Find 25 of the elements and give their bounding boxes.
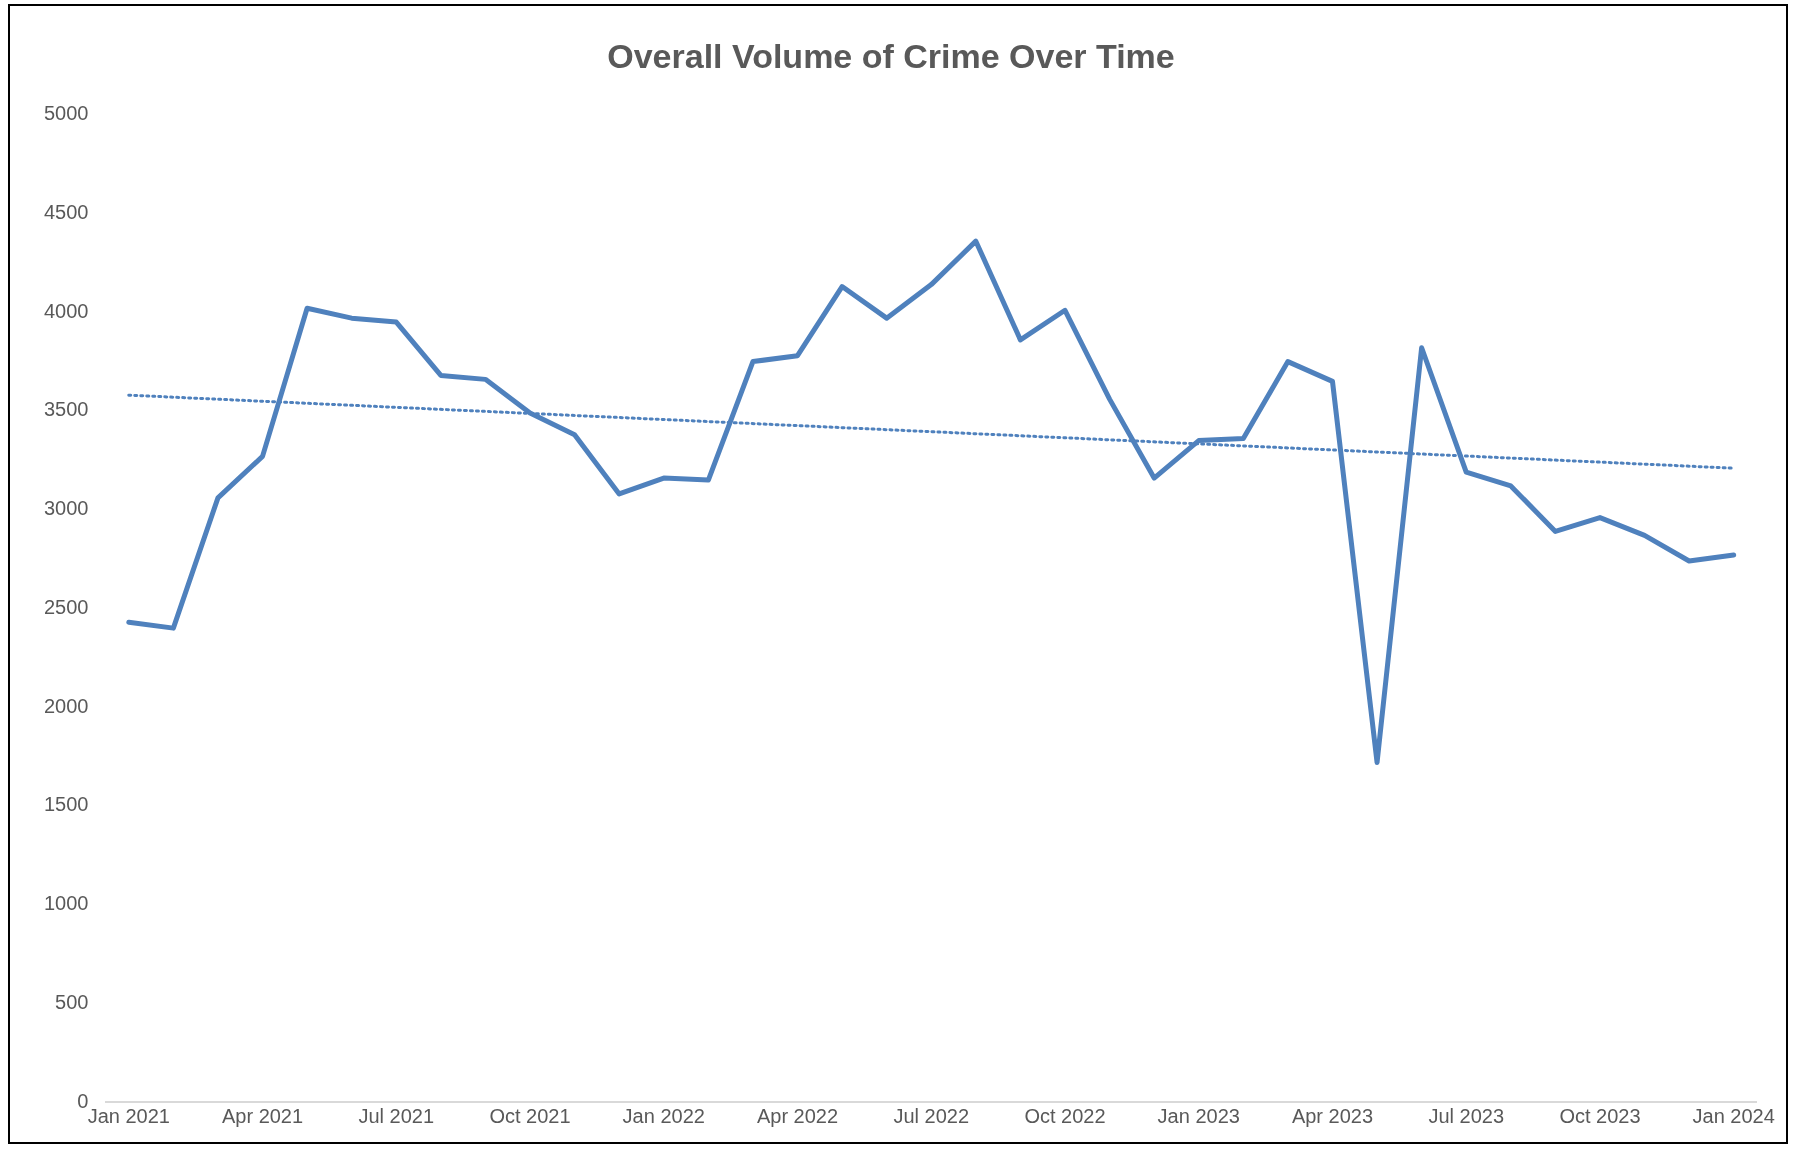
- y-tick-label: 1500: [43, 793, 89, 816]
- y-tick-label: 2000: [43, 694, 89, 717]
- y-tick-label: 500: [55, 990, 89, 1013]
- y-tick-label: 3000: [43, 497, 89, 520]
- x-tick-label: Jan 2021: [87, 1104, 170, 1127]
- x-tick-label: Jan 2022: [622, 1104, 705, 1127]
- x-tick-label: Jul 2021: [358, 1104, 435, 1127]
- x-tick-label: Jan 2024: [1692, 1104, 1775, 1127]
- y-tick-label: 3500: [43, 398, 89, 421]
- x-tick-label: Jul 2022: [893, 1104, 970, 1127]
- x-tick-label: Apr 2023: [1291, 1104, 1374, 1127]
- y-tick-label: 0: [77, 1089, 89, 1112]
- x-tick-label: Jan 2023: [1157, 1104, 1240, 1127]
- y-tick-label: 4500: [43, 201, 89, 224]
- x-tick-label: Jul 2023: [1428, 1104, 1505, 1127]
- x-tick-label: Apr 2022: [756, 1104, 839, 1127]
- y-tick-label: 2500: [43, 595, 89, 618]
- y-tick-label: 5000: [43, 102, 89, 125]
- y-tick-label: 4000: [43, 299, 89, 322]
- x-tick-label: Oct 2022: [1024, 1104, 1106, 1127]
- chart-title: Overall Volume of Crime Over Time: [607, 36, 1175, 75]
- y-tick-label: 1000: [43, 892, 89, 915]
- x-tick-label: Oct 2021: [489, 1104, 571, 1127]
- x-tick-label: Oct 2023: [1559, 1104, 1641, 1127]
- x-tick-label: Apr 2021: [221, 1104, 304, 1127]
